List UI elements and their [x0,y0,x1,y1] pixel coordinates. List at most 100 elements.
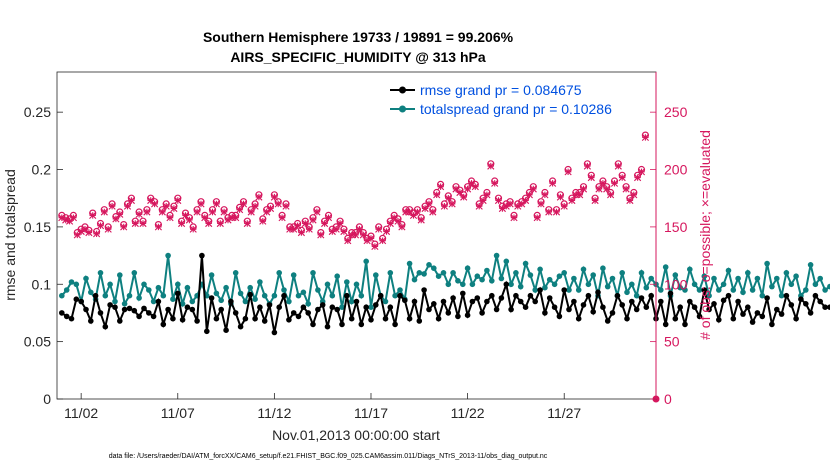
rmse-point [556,313,563,320]
spread-point [329,292,336,299]
spread-point [464,265,471,272]
rmse-point [716,317,722,323]
spread-point [638,270,645,276]
spread-point [749,287,756,293]
spread-point [131,270,138,276]
rmse-point [155,298,162,305]
obs-evaluated-marker [104,225,112,233]
obs-evaluated-marker [93,230,101,238]
rmse-point [247,291,253,298]
rmse-point [745,304,751,311]
rmse-point [624,315,630,322]
rmse-point [614,292,621,299]
right-tick-label: 150 [664,219,688,235]
spread-point [334,273,341,280]
obs-evaluated-marker [626,196,634,205]
spread-point [590,272,596,278]
y-tick-label: 0.1 [32,276,52,292]
obs-evaluated-marker [471,183,479,191]
rmse-point [609,310,616,316]
rmse-point [450,295,456,301]
rmse-point [749,319,756,325]
spread-point [59,292,65,299]
obs-evaluated-marker [375,225,383,233]
rmse-point [218,306,224,313]
rmse-point [252,315,258,322]
spread-point [290,272,297,278]
obs-evaluated-marker [351,231,360,239]
obs-evaluated-marker [290,225,298,233]
spread-point [812,281,819,288]
obs-evaluated-marker [494,196,503,205]
obs-evaluated-marker [96,222,105,230]
spread-point [517,283,524,290]
spread-point [793,273,799,280]
spread-point [600,265,606,272]
rmse-point [807,310,814,316]
rmse-point [213,315,220,322]
rmse-point [764,295,770,301]
spread-point [754,275,761,282]
rmse-point [73,296,80,303]
obs-evaluated-marker [66,217,74,225]
spread-point [310,270,316,276]
obs-evaluated-marker [510,214,518,222]
obs-evaluated-marker [417,216,425,224]
rmse-point [324,323,331,330]
spread-point [546,276,553,283]
spread-point [672,272,679,278]
obs-evaluated-marker [81,225,89,233]
rmse-point [803,301,809,307]
spread-point [745,270,751,276]
rmse-point [474,295,481,301]
obs-evaluated-marker [328,227,336,236]
rmse-point [522,304,529,311]
rmse-point [551,304,558,311]
rmse-point [319,302,326,308]
obs-evaluated-marker [251,202,259,210]
y-axis-right: 0 50 100 150 200 250 [650,104,688,407]
rmse-point [315,306,321,313]
rmse-point [266,302,273,308]
rmse-point [426,306,432,313]
spread-point [102,292,109,299]
obs-evaluated-marker [595,185,603,193]
obs-evaluated-marker [239,200,248,208]
y-tick-label: 0.05 [24,334,51,350]
spread-point [537,266,543,273]
obs-evaluated-marker [266,204,275,213]
obs-evaluated-marker [259,217,267,225]
rmse-point [406,315,413,322]
rmse-point [493,306,500,313]
rmse-point [566,306,572,313]
spread-point [397,287,403,293]
rmse-point [184,304,191,311]
rmse-point [223,327,229,334]
spread-point [208,272,215,278]
obs-evaluated-marker [599,179,607,187]
spread-point [179,301,186,307]
obs-evaluated-marker [479,196,487,205]
spread-point [658,287,664,293]
spread-point [474,273,481,280]
legend-rmse-marker [399,86,406,94]
spread-point [387,270,394,276]
obs-evaluated-marker [498,204,506,213]
obs-evaluated-marker [552,208,561,216]
spread-point [431,265,437,272]
rmse-point [126,305,133,312]
rmse-point [377,292,384,299]
rmse-point [141,305,147,312]
spread-point [624,289,630,296]
rmse-point [720,297,727,304]
spread-point [344,279,350,285]
spread-point [165,252,171,259]
rmse-point [204,328,210,335]
rmse-point [276,304,283,311]
rmse-point [440,298,447,305]
spread-point [141,281,147,288]
x-tick-label: 11/02 [64,405,98,421]
obs-evaluated-marker [158,208,166,216]
rmse-point [445,310,452,316]
